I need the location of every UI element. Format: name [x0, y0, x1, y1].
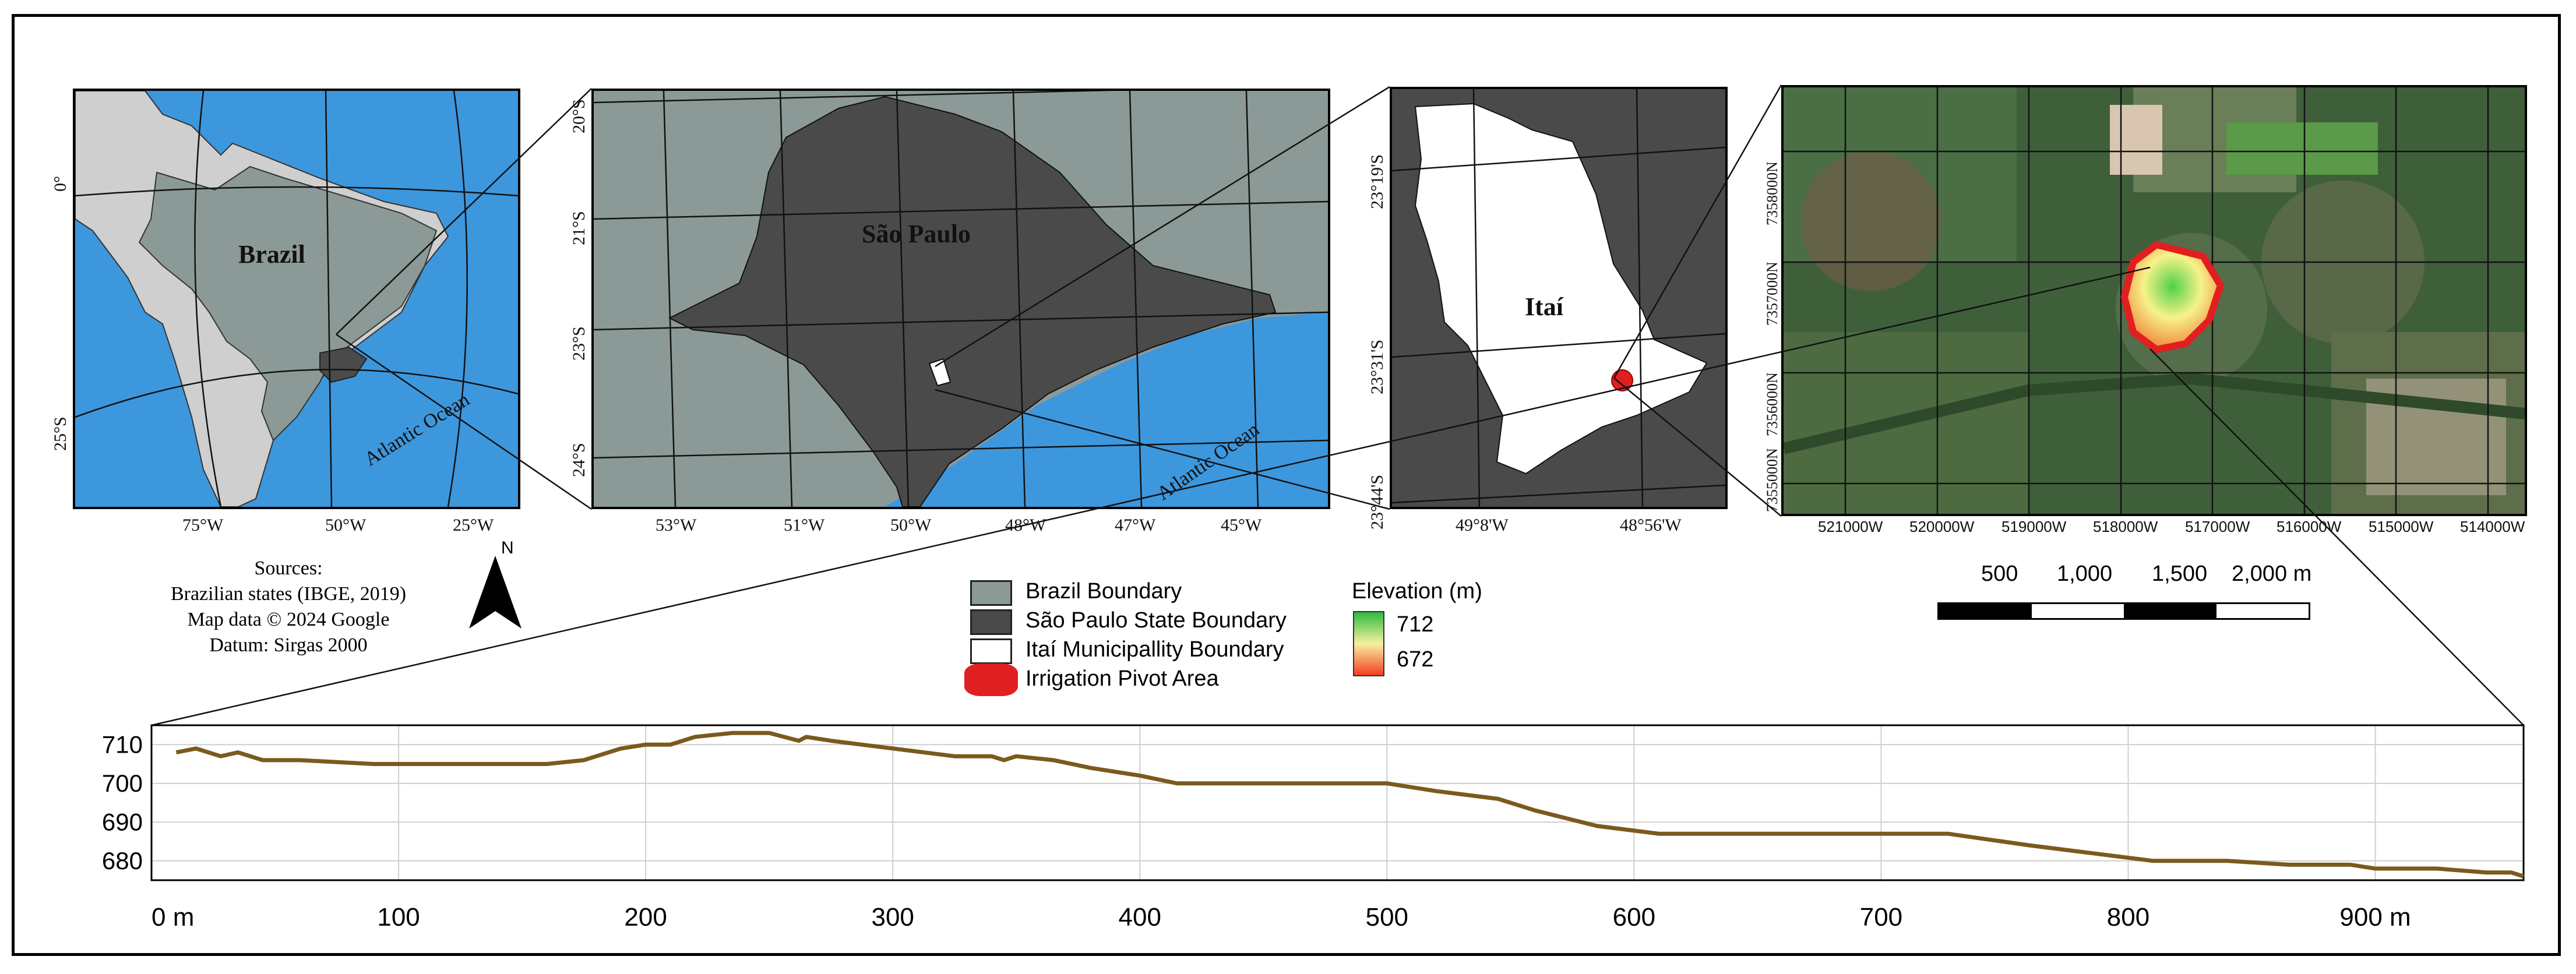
- elevation-profile-chart: 710 700 690 680 0 m 100 200 300 400 500 600 700 800…: [102, 724, 2525, 931]
- elevation-profile-line: [175, 730, 2525, 878]
- legend: Brazil Boundary São Paulo State Boundary…: [961, 579, 1486, 696]
- x-tick-label: 400: [1119, 903, 1161, 931]
- legend-label-pivot: Irrigation Pivot Area: [1026, 666, 1219, 691]
- x-tick-label: 300: [871, 903, 914, 931]
- scale-label-3: 2,000 m: [2232, 562, 2312, 586]
- legend-swatch-pivot: [964, 664, 1018, 696]
- scale-label-0: 500: [1981, 562, 2018, 586]
- x-tick-label: 600: [1613, 903, 1655, 931]
- x-tick-label: 500: [1366, 903, 1408, 931]
- sources-title: Sources:: [254, 557, 323, 579]
- y-tick-label: 710: [102, 730, 143, 758]
- chart-frame: [150, 724, 2525, 881]
- north-label: N: [501, 538, 514, 557]
- y-tick-label: 680: [102, 847, 143, 874]
- north-arrow-icon: [469, 556, 521, 629]
- figure-frame: Brazil Atlantic Ocean 0° 25°S 75°W 50°W …: [12, 14, 2561, 956]
- x-tick-label: 200: [624, 903, 667, 931]
- x-tick-label: 800: [2107, 903, 2149, 931]
- x-tick-label: 100: [377, 903, 420, 931]
- legend-label-sao-paulo: São Paulo State Boundary: [1026, 608, 1287, 633]
- sources-block: Sources: Brazilian states (IBGE, 2019) M…: [143, 556, 434, 658]
- y-tick-label: 700: [102, 770, 143, 797]
- elevation-ramp: [1353, 611, 1384, 676]
- x-tick-label: 0 m: [151, 903, 194, 931]
- sources-line-3: Datum: Sirgas 2000: [209, 634, 368, 656]
- y-tick-label: 690: [102, 808, 143, 835]
- elevation-min: 672: [1397, 647, 1434, 672]
- sources-line-2: Map data © 2024 Google: [187, 609, 390, 630]
- brazil-label: Brazil: [238, 240, 305, 269]
- scale-bar: 500 1,000 1,500 2,000 m: [1937, 562, 2345, 631]
- legend-label-itai: Itaí Municipallity Boundary: [1026, 637, 1284, 662]
- elevation-title: Elevation (m): [1352, 579, 1482, 604]
- scale-label-2: 1,500: [2152, 562, 2208, 586]
- legend-label-brazil: Brazil Boundary: [1026, 579, 1182, 604]
- x-tick-label: 900 m: [2339, 903, 2411, 931]
- legend-swatch-brazil: [970, 580, 1012, 606]
- north-arrow: N: [466, 538, 524, 631]
- sources-line-1: Brazilian states (IBGE, 2019): [170, 583, 407, 605]
- x-tick-label: 700: [1860, 903, 1902, 931]
- legend-swatch-itai: [970, 638, 1012, 664]
- scale-label-1: 1,000: [2057, 562, 2113, 586]
- legend-swatch-sao-paulo: [970, 609, 1012, 635]
- elevation-max: 712: [1397, 612, 1434, 637]
